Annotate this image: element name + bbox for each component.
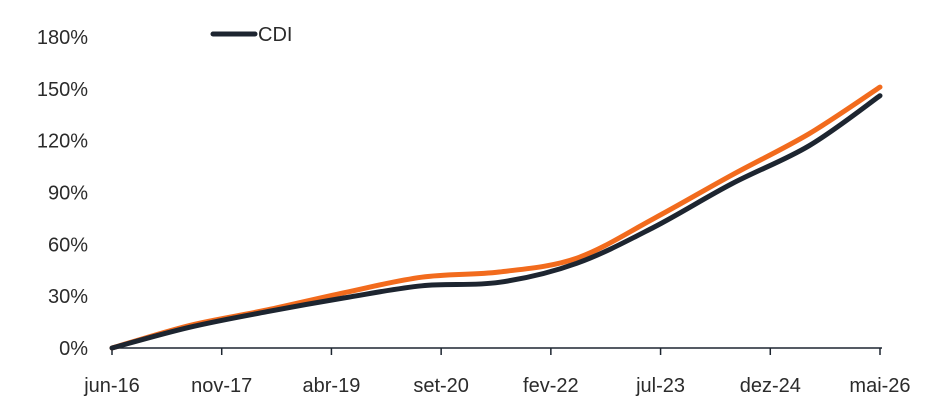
y-tick-label: 150% bbox=[37, 79, 88, 101]
legend: CDI bbox=[210, 24, 292, 46]
plot-area bbox=[109, 84, 883, 351]
legend-label: CDI bbox=[258, 24, 292, 46]
x-tick-label: set-20 bbox=[413, 375, 469, 397]
y-tick-label: 180% bbox=[37, 27, 88, 49]
y-tick-label: 120% bbox=[37, 131, 88, 153]
y-tick-label: 0% bbox=[59, 338, 88, 360]
x-tick-label: abr-19 bbox=[303, 375, 361, 397]
x-axis: jun-16 nov-17 abr-19 set-20 fev-22 jul-23 dez-… bbox=[83, 347, 911, 397]
x-tick-label: dez-24 bbox=[740, 375, 801, 397]
y-tick-label: 60% bbox=[48, 234, 88, 256]
x-tick-label: jun-16 bbox=[83, 375, 140, 397]
x-tick-label: fev-22 bbox=[523, 375, 579, 397]
series-line-0 bbox=[109, 84, 883, 351]
y-tick-label: 90% bbox=[48, 183, 88, 205]
x-tick-label: mai-26 bbox=[849, 375, 910, 397]
y-tick-label: 30% bbox=[48, 286, 88, 308]
series-line-1 bbox=[109, 93, 883, 351]
x-tick-label: nov-17 bbox=[191, 375, 252, 397]
y-axis: 0% 30% 60% 90% 120% 150% 180% bbox=[37, 27, 88, 360]
x-tick-label: jul-23 bbox=[635, 375, 685, 397]
